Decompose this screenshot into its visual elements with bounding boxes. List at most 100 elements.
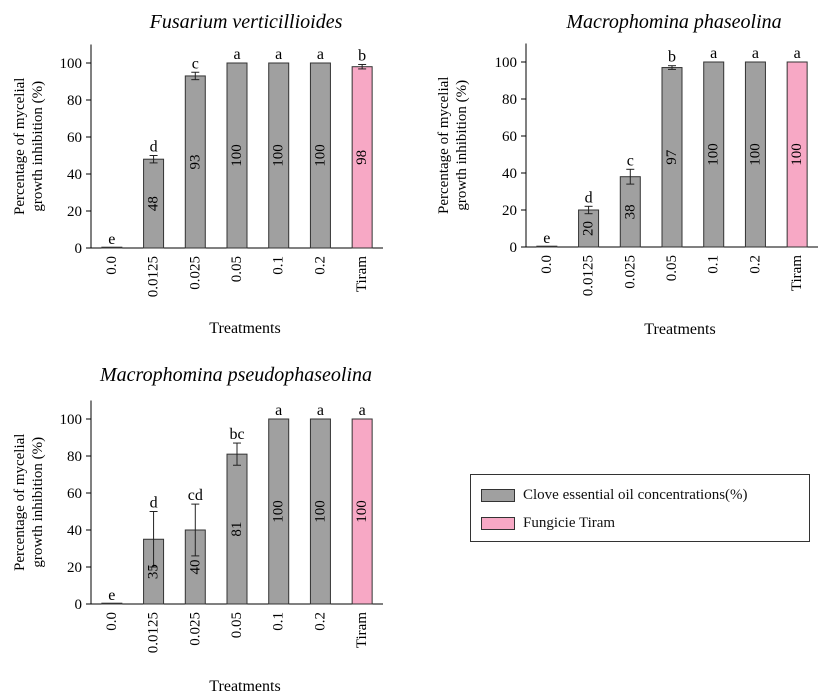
p2-x-tick-label: 0.2 bbox=[747, 255, 763, 274]
p3-x-axis-label: Treatments bbox=[209, 678, 280, 695]
p3-bar-value-label: 100 bbox=[271, 500, 287, 523]
p2-y-axis-label-line2: growth inhibition (%) bbox=[454, 80, 470, 211]
p2-x-tick-label: Tiram bbox=[789, 255, 805, 291]
legend-swatch-clove bbox=[481, 488, 515, 502]
p1-bar-value-label: 48 bbox=[146, 196, 162, 211]
p3-bar-0.0 bbox=[101, 602, 123, 605]
p3-bar-0.1 bbox=[268, 418, 290, 605]
p1-bar-0.0 bbox=[101, 246, 123, 249]
p3-x-tick-label: 0.1 bbox=[271, 612, 287, 631]
p2-significance-letter: a bbox=[710, 45, 717, 62]
p2-bar-value-label: 97 bbox=[664, 149, 680, 165]
p1-y-axis-label-line1: Percentage of mycelial bbox=[12, 78, 28, 215]
legend-label-clove: Clove essential oil concentrations(%) bbox=[523, 486, 748, 503]
p1-significance-letter: a bbox=[275, 46, 282, 63]
p2-y-tick-label: 0 bbox=[510, 240, 518, 256]
p2-bar-value-label: 100 bbox=[747, 143, 763, 166]
p2-significance-letter: e bbox=[543, 230, 550, 247]
p2-significance-letter: a bbox=[752, 45, 759, 62]
p3-bar-value-label: 100 bbox=[312, 500, 328, 523]
p1-y-tick-label: 80 bbox=[67, 93, 82, 109]
p1-x-tick-label: 0.1 bbox=[271, 256, 287, 275]
p2-significance-letter: b bbox=[668, 49, 676, 66]
p2-significance-letter: c bbox=[627, 152, 634, 169]
p1-x-axis-label: Treatments bbox=[209, 320, 280, 337]
p1-significance-letter: a bbox=[317, 46, 324, 63]
p1-x-tick-label: 0.0125 bbox=[146, 256, 162, 297]
p2-y-tick-label: 60 bbox=[502, 129, 517, 145]
p2-y-tick-label: 100 bbox=[495, 55, 518, 71]
p2-x-axis-label: Treatments bbox=[644, 321, 715, 338]
p2-bar-0.2 bbox=[744, 61, 766, 248]
p2-bar-value-label: 100 bbox=[706, 143, 722, 166]
p3-bar-value-label: 81 bbox=[229, 522, 245, 537]
legend: Clove essential oil concentrations(%) Fu… bbox=[470, 474, 810, 542]
p3-y-tick-label: 100 bbox=[60, 412, 83, 428]
p3-y-tick-label: 80 bbox=[67, 449, 82, 465]
p3-chart-title: Macrophomina pseudophaseolina bbox=[99, 364, 372, 386]
p1-x-tick-label: Tiram bbox=[354, 256, 370, 292]
p3-bar-value-label: 40 bbox=[187, 560, 203, 575]
p3-x-tick-label: 0.0125 bbox=[146, 612, 162, 653]
p1-bar-0.05 bbox=[226, 62, 248, 249]
p3-y-tick-label: 40 bbox=[67, 523, 82, 539]
p2-significance-letter: a bbox=[794, 45, 801, 62]
p2-x-tick-label: 0.0 bbox=[539, 255, 555, 274]
p1-significance-letter: c bbox=[192, 55, 199, 72]
p1-y-tick-label: 100 bbox=[60, 56, 83, 72]
p3-x-tick-label: 0.2 bbox=[312, 612, 328, 631]
p2-y-tick-label: 80 bbox=[502, 92, 517, 108]
p2-bar-0.0 bbox=[536, 245, 558, 248]
p1-significance-letter: a bbox=[233, 46, 240, 63]
p3-x-tick-label: 0.0 bbox=[104, 612, 120, 631]
p1-bar-0.2 bbox=[309, 62, 331, 249]
p2-x-tick-label: 0.1 bbox=[706, 255, 722, 274]
p3-significance-letter: e bbox=[108, 587, 115, 604]
p1-bar-0.1 bbox=[268, 62, 290, 249]
legend-swatch-tiram bbox=[481, 516, 515, 530]
p1-chart-title: Fusarium verticillioides bbox=[149, 11, 343, 33]
p2-x-tick-label: 0.025 bbox=[622, 255, 638, 289]
p1-significance-letter: e bbox=[108, 231, 115, 248]
p3-bar-value-label: 35 bbox=[146, 564, 162, 579]
p1-x-tick-label: 0.025 bbox=[187, 256, 203, 290]
p3-x-tick-label: Tiram bbox=[354, 612, 370, 648]
p1-significance-letter: d bbox=[150, 139, 158, 156]
p1-y-tick-label: 60 bbox=[67, 130, 82, 146]
legend-item-clove: Clove essential oil concentrations(%) bbox=[481, 485, 748, 505]
p3-bar-0.2 bbox=[309, 418, 331, 605]
p1-bar-value-label: 93 bbox=[187, 154, 203, 169]
p2-bar-value-label: 100 bbox=[789, 143, 805, 166]
p1-y-axis-label-line2: growth inhibition (%) bbox=[30, 81, 46, 212]
p3-significance-letter: a bbox=[359, 402, 366, 419]
p3-y-axis-label-line2: growth inhibition (%) bbox=[30, 437, 46, 568]
p2-y-tick-label: 20 bbox=[502, 203, 517, 219]
p1-y-tick-label: 0 bbox=[75, 241, 83, 257]
p2-x-tick-label: 0.0125 bbox=[581, 255, 597, 296]
p3-bar-value-label: 100 bbox=[354, 500, 370, 523]
p1-bar-value-label: 100 bbox=[229, 144, 245, 167]
p2-y-tick-label: 40 bbox=[502, 166, 517, 182]
p2-bar-Tiram bbox=[786, 61, 808, 248]
p3-x-tick-label: 0.05 bbox=[229, 612, 245, 638]
p3-y-tick-label: 20 bbox=[67, 560, 82, 576]
p2-significance-letter: d bbox=[585, 189, 593, 206]
legend-item-tiram: Fungicie Tiram bbox=[481, 513, 615, 533]
p3-significance-letter: d bbox=[150, 495, 158, 512]
p1-bar-value-label: 100 bbox=[271, 144, 287, 167]
p1-bar-value-label: 98 bbox=[354, 150, 370, 165]
p2-chart-title: Macrophomina phaseolina bbox=[565, 11, 781, 33]
p1-significance-letter: b bbox=[358, 47, 366, 64]
p3-y-axis-label-line1: Percentage of mycelial bbox=[12, 434, 28, 571]
p1-bar-value-label: 100 bbox=[312, 144, 328, 167]
p3-x-tick-label: 0.025 bbox=[187, 612, 203, 646]
p1-x-tick-label: 0.0 bbox=[104, 256, 120, 275]
p2-bar-value-label: 38 bbox=[622, 204, 638, 219]
p2-bar-value-label: 20 bbox=[581, 221, 597, 236]
p2-y-axis-label-line1: Percentage of mycelial bbox=[436, 77, 452, 214]
p1-y-tick-label: 40 bbox=[67, 167, 82, 183]
p3-significance-letter: a bbox=[275, 402, 282, 419]
p3-significance-letter: bc bbox=[229, 426, 244, 443]
p1-x-tick-label: 0.2 bbox=[312, 256, 328, 275]
